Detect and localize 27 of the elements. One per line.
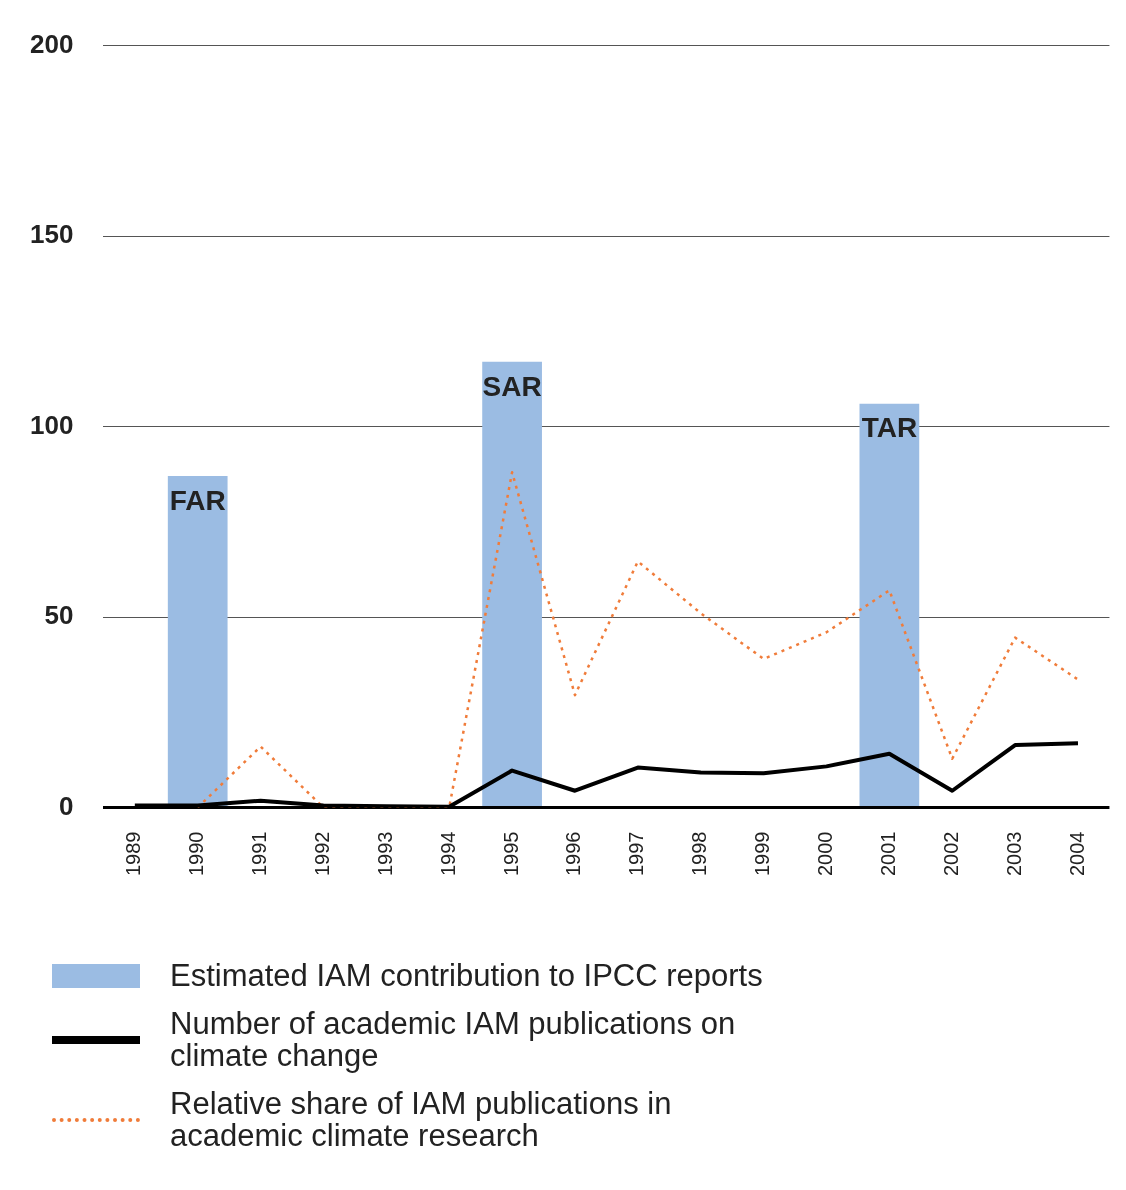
x-tick-label: 1998 [688,831,711,877]
x-tick-label: 2002 [939,831,962,877]
annotation: FAR [169,484,226,516]
x-tick-label: 2000 [814,831,836,877]
x-tick-label: 2004 [1065,831,1088,877]
y-tick-label: 50 [44,600,74,631]
y-tick-label: 200 [29,28,74,59]
x-tick-label: 1991 [248,831,271,877]
x-tick-label: 2001 [876,831,899,877]
annotation: TAR [861,412,918,444]
x-tick-label: 1993 [373,831,396,877]
x-tick-label: 1996 [562,831,585,877]
legend-label: Number of academic IAM publications on climate change [170,1006,737,1073]
x-tick-label: 1989 [122,831,145,877]
legend-label: Estimated IAM contribution to IPCC reports [170,958,763,993]
x-tick-label: 1994 [436,831,459,877]
x-tick-label: 1999 [751,831,774,877]
x-tick-label: 2003 [1002,831,1025,877]
y-tick-label: 150 [29,219,74,250]
x-tick-label: 1997 [625,831,648,877]
y-tick-label: 100 [29,409,74,440]
y-tick-label: 0 [58,790,74,821]
x-tick-label: 1992 [310,831,333,877]
annotation: SAR [482,370,542,402]
legend-label: Relative share of IAM publications in academic climate research [170,1086,673,1153]
x-tick-label: 1995 [499,831,522,877]
x-tick-label: 1990 [185,831,208,877]
